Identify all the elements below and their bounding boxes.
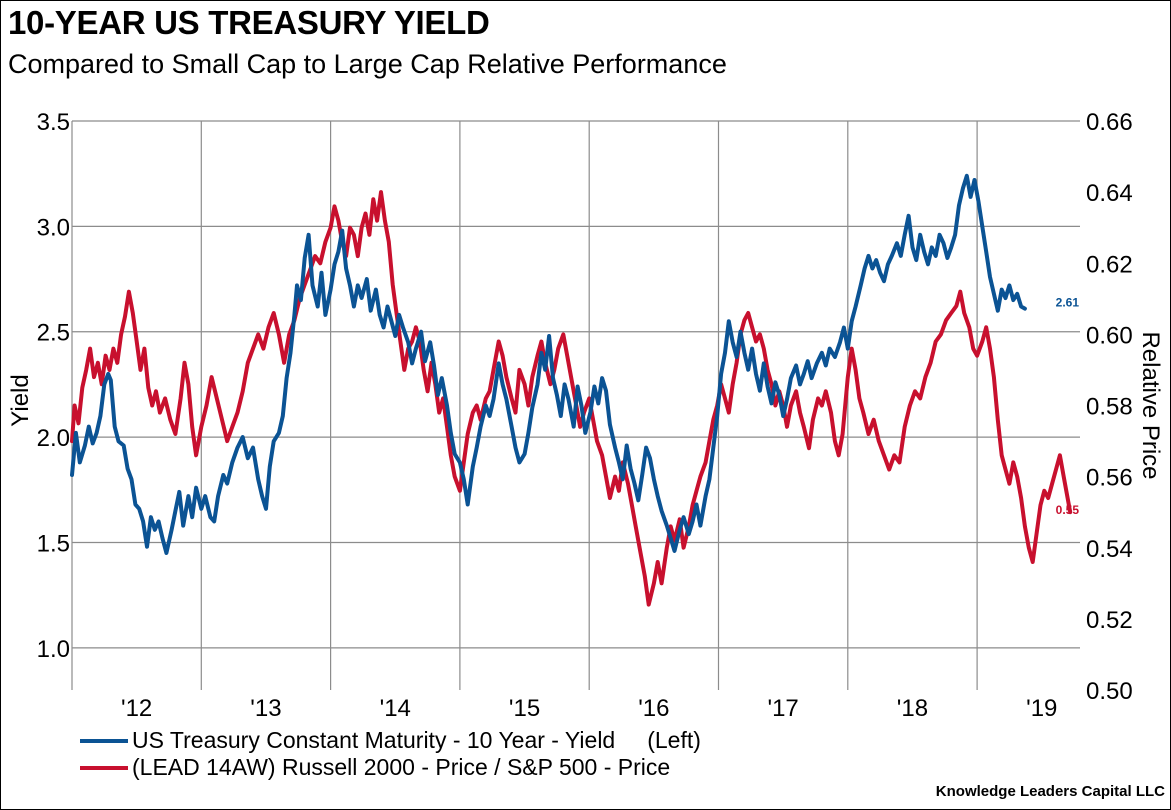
x-tick-label-5: '17 xyxy=(768,695,799,722)
y-tick-label-3: 2.5 xyxy=(37,320,70,347)
y-axis-title: Yield xyxy=(7,374,34,426)
x-tick-label-6: '18 xyxy=(897,695,928,722)
legend-label-relative-price: (LEAD 14AW) Russell 2000 - Price / S&P 5… xyxy=(132,754,671,780)
y2-tick-label-4: 0.58 xyxy=(1086,394,1133,421)
series-line-relative-price xyxy=(70,190,1073,607)
y-tick-label-5: 3.5 xyxy=(37,109,70,136)
legend-item-yield: US Treasury Constant Maturity - 10 Year … xyxy=(80,727,701,754)
y2-axis-title: Relative Price xyxy=(1137,331,1164,479)
y2-tick-label-7: 0.64 xyxy=(1086,180,1133,207)
series-line-yield xyxy=(70,173,1027,555)
y2-tick-label-6: 0.62 xyxy=(1086,251,1133,278)
y2-tick-label-2: 0.54 xyxy=(1086,536,1133,563)
legend-item-relative-price: (LEAD 14AW) Russell 2000 - Price / S&P 5… xyxy=(80,754,701,781)
series-layer: 0.55 2.61 xyxy=(70,173,1080,607)
legend-swatch-yield xyxy=(80,738,128,743)
legend-suffix-yield: (Left) xyxy=(647,727,701,753)
y-tick-label-0: 1.0 xyxy=(37,636,70,663)
chart-subtitle: Compared to Small Cap to Large Cap Relat… xyxy=(8,49,727,79)
y2-tick-label-3: 0.56 xyxy=(1086,465,1133,492)
chart-title: 10-YEAR US TREASURY YIELD xyxy=(8,4,490,41)
y-tick-label-2: 2.0 xyxy=(37,425,70,452)
x-tick-label-2: '14 xyxy=(380,695,411,722)
x-tick-label-3: '15 xyxy=(509,695,540,722)
y-tick-label-4: 3.0 xyxy=(37,214,70,241)
x-tick-label-4: '16 xyxy=(638,695,669,722)
x-tick-label-7: '19 xyxy=(1026,695,1057,722)
gridlines xyxy=(71,120,1080,690)
y2-tick-label-5: 0.60 xyxy=(1086,322,1133,349)
x-tick-label-0: '12 xyxy=(121,695,152,722)
last-value-label-yield: 2.61 xyxy=(1056,296,1080,310)
y2-tick-label-1: 0.52 xyxy=(1086,607,1133,634)
x-tick-label-1: '13 xyxy=(250,695,281,722)
axes: 1.01.52.02.53.03.50.500.520.540.560.580.… xyxy=(7,109,1164,722)
y2-tick-label-8: 0.66 xyxy=(1086,109,1133,136)
last-value-label-relative-price: 0.55 xyxy=(1056,503,1080,517)
legend: US Treasury Constant Maturity - 10 Year … xyxy=(80,727,701,781)
y2-tick-label-0: 0.50 xyxy=(1086,678,1133,705)
legend-label-yield: US Treasury Constant Maturity - 10 Year … xyxy=(132,727,616,753)
credit-text: Knowledge Leaders Capital LLC xyxy=(935,783,1165,800)
y-tick-label-1: 1.5 xyxy=(37,530,70,557)
legend-swatch-relative-price xyxy=(80,765,128,770)
